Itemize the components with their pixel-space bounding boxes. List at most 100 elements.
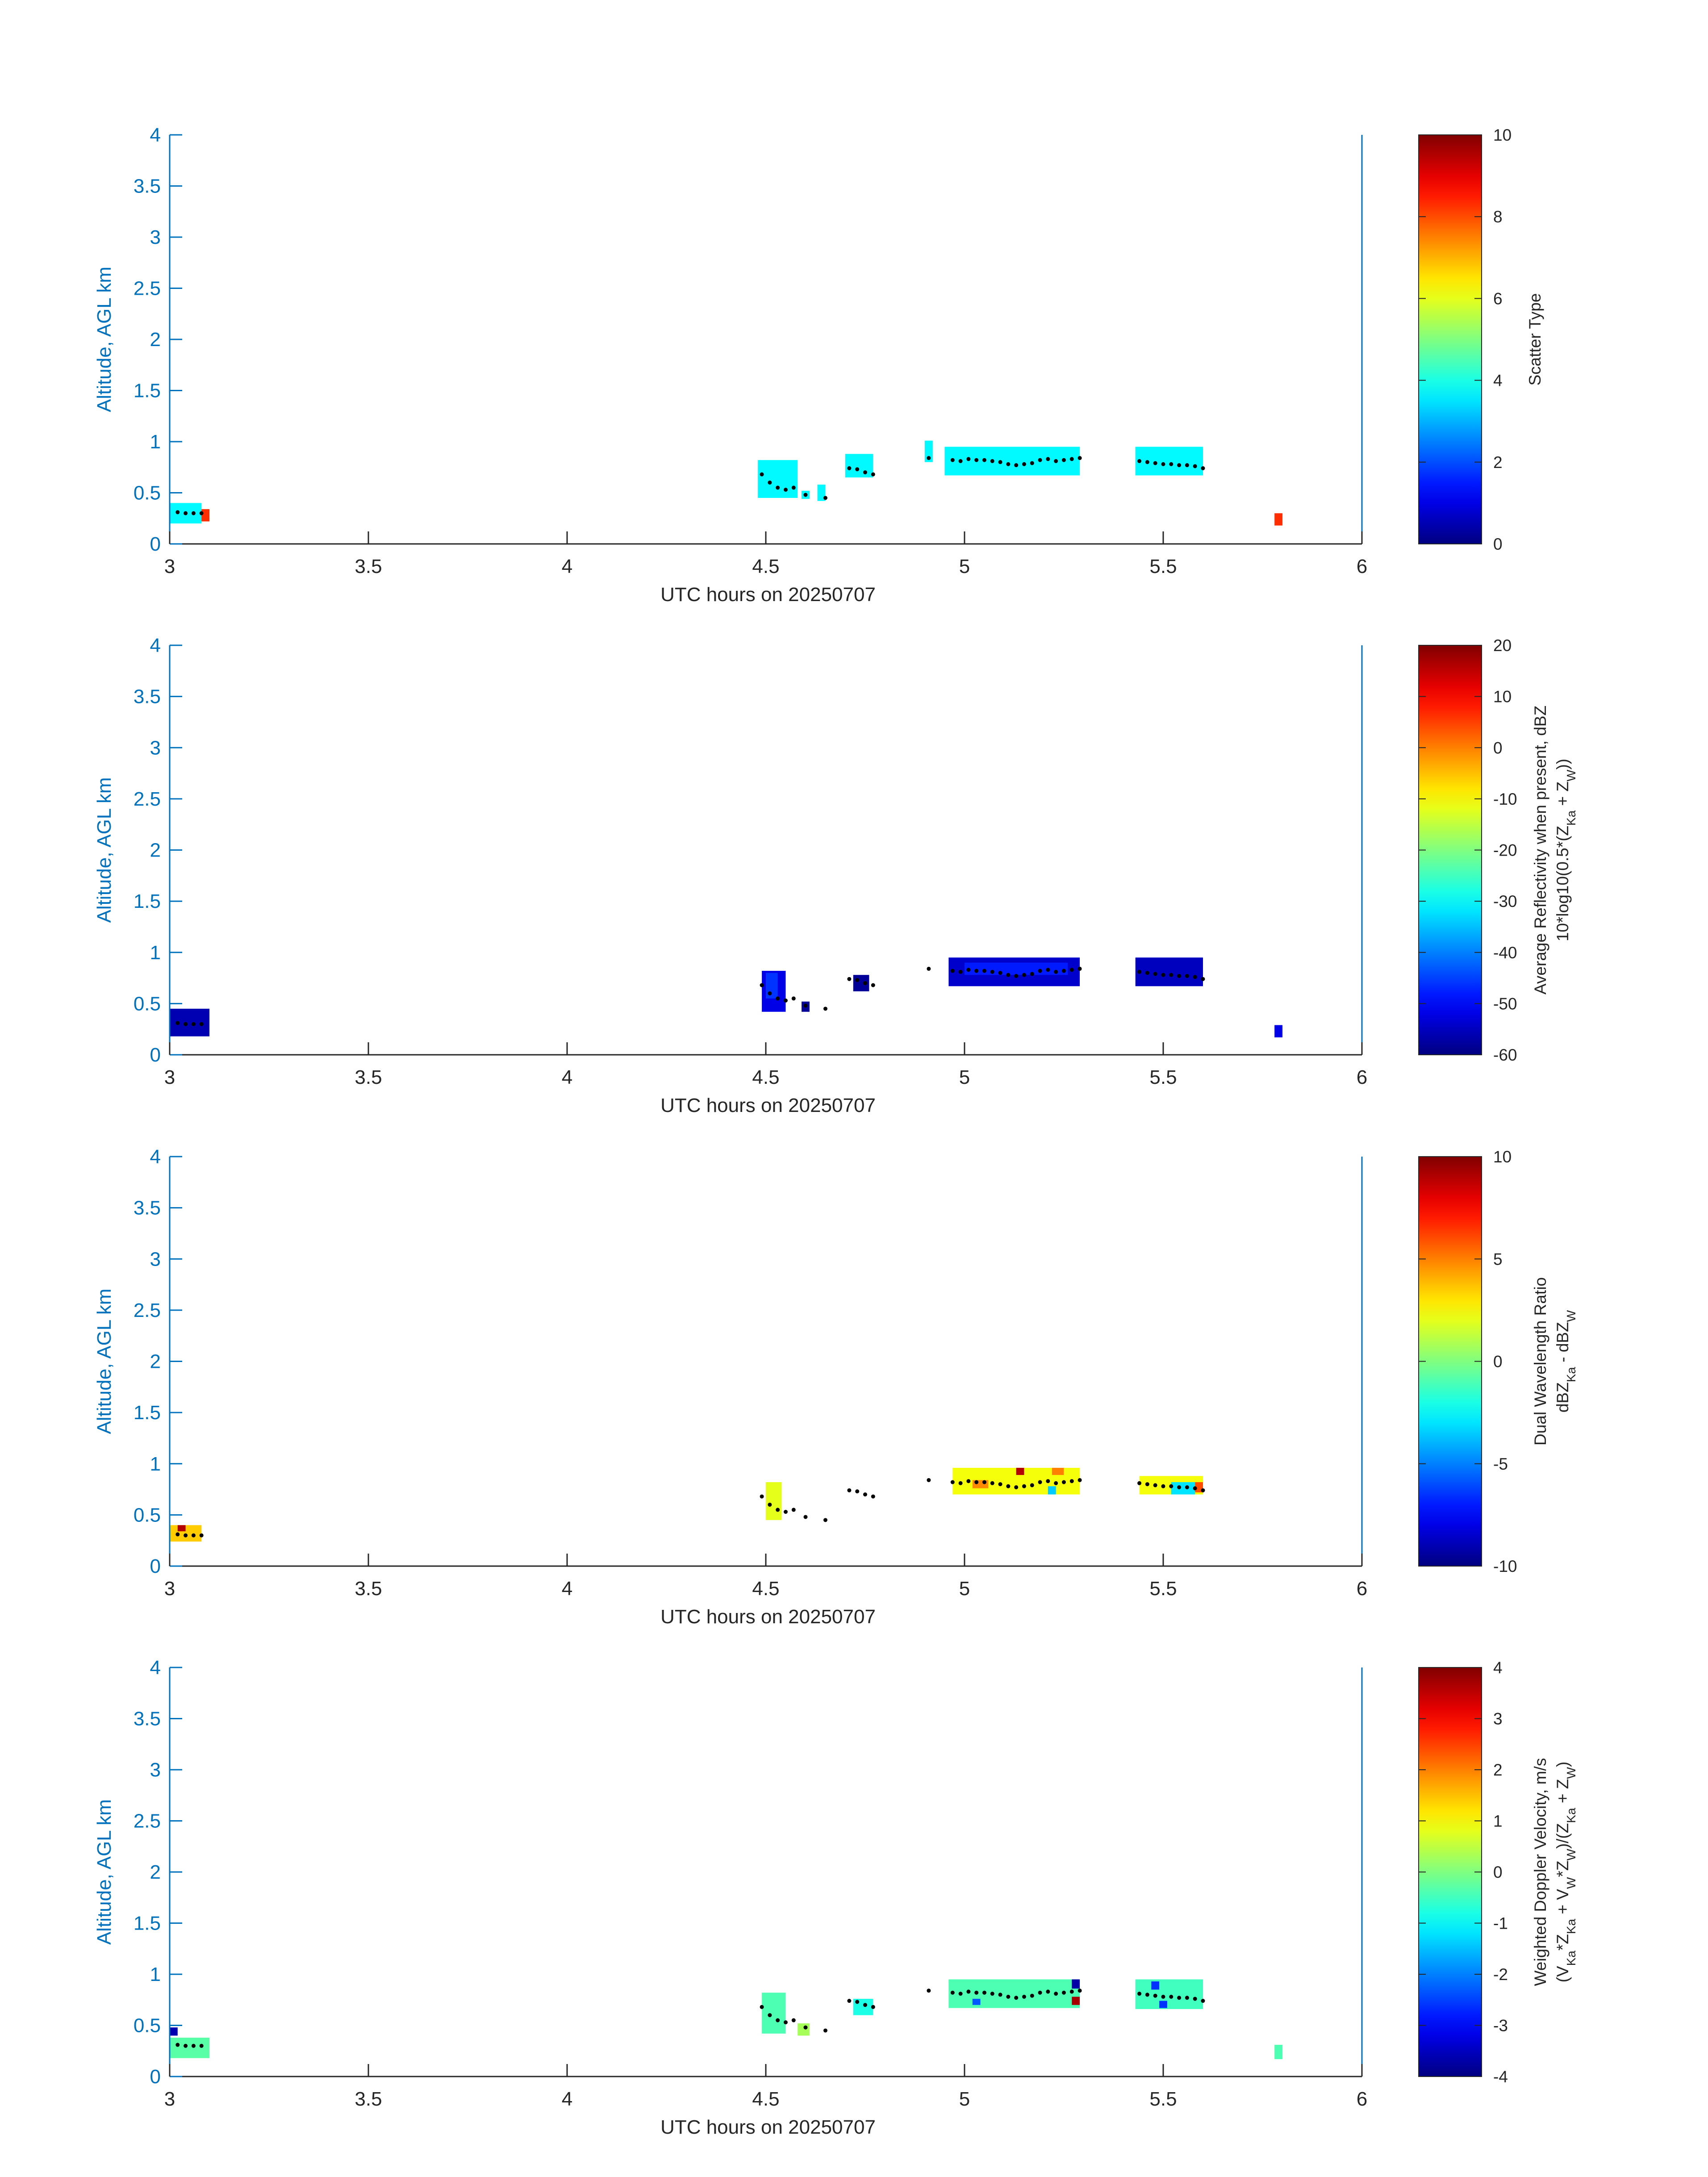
heatmap-cells: [170, 440, 1282, 526]
x-tick-label: 5.5: [1149, 1066, 1177, 1088]
colorbar-tick-label: 10: [1493, 126, 1512, 144]
y-tick-label: 0.5: [134, 1504, 161, 1526]
y-tick-label: 2: [150, 1861, 161, 1883]
colorbar: -4 -3 -2 -1 0 1 2 3 4 Weighted Doppler Velocity, …: [1418, 1659, 1578, 2086]
y-tick-label: 4: [150, 1146, 161, 1168]
heatmap-cell: [944, 447, 1080, 476]
trace-point: [191, 1533, 196, 1538]
colorbar-label: dBZKa - dBZW: [1553, 1310, 1578, 1412]
trace-point: [1069, 968, 1074, 972]
trace-point: [1014, 463, 1019, 468]
x-tick-label: 5.5: [1149, 1578, 1177, 1600]
trace-point: [927, 966, 931, 971]
x-tick-label: 5.5: [1149, 2088, 1177, 2110]
heatmap-cell: [766, 973, 778, 999]
trace-point: [1153, 1993, 1157, 1998]
heatmap-cells: [170, 1979, 1282, 2060]
trace-point: [1169, 973, 1173, 977]
trace-point: [1169, 1484, 1173, 1488]
y-tick-label: 2.5: [134, 278, 161, 300]
trace-point: [803, 1515, 808, 1519]
trace-point: [199, 511, 204, 515]
x-tick-label: 6: [1357, 1066, 1367, 1088]
y-tick-label: 1: [150, 1964, 161, 1985]
x-tick-label: 3.5: [355, 556, 382, 577]
trace-point: [927, 1478, 931, 1482]
trace-point: [1038, 1990, 1042, 1995]
trace-point: [974, 1990, 979, 1995]
colorbar-gradient: [1419, 135, 1482, 544]
trace-point: [966, 968, 971, 972]
trace-point: [1077, 966, 1082, 971]
trace-point: [1169, 1994, 1173, 1999]
trace-point: [823, 1007, 827, 1011]
trace-point: [823, 1518, 827, 1522]
trace-point: [199, 1533, 204, 1538]
trace-point: [1185, 1996, 1189, 2000]
trace-point: [871, 1494, 875, 1499]
trace-point: [847, 1999, 852, 2003]
heatmap-cell: [177, 1525, 186, 1532]
trace-point: [1177, 463, 1182, 468]
heatmap-cell: [1072, 1979, 1080, 1989]
x-tick-label: 4: [562, 2088, 572, 2110]
trace-point: [855, 467, 860, 472]
x-tick-label: 3.5: [355, 1066, 382, 1088]
trace-point: [760, 1494, 764, 1499]
panel-dual-wavelength-ratio: 0 0.5 1 1.5 2 2.5 3 3.5 4 3 3.5 4 4.5 5 5.5 6 UTC hours …: [93, 1146, 1578, 1628]
trace-point: [1145, 460, 1149, 464]
colorbar-label: Dual Wavelength Ratio: [1531, 1277, 1549, 1446]
trace-point: [776, 996, 780, 1001]
y-axis-label: Altitude, AGL km: [93, 1288, 115, 1434]
trace-point: [1193, 1486, 1197, 1491]
trace-point: [950, 969, 955, 973]
heatmap-cell: [1016, 1467, 1024, 1475]
trace-point: [1062, 458, 1066, 462]
y-tick-label: 3.5: [134, 175, 161, 197]
trace-point: [1077, 1478, 1082, 1482]
trace-point: [1030, 972, 1034, 976]
trace-point: [1201, 977, 1205, 981]
heatmap-cell: [972, 1998, 981, 2005]
trace-point: [199, 2043, 204, 2048]
y-tick-label: 0.5: [134, 2015, 161, 2037]
colorbar-tick-label: 6: [1493, 289, 1503, 308]
y-tick-label: 1: [150, 431, 161, 453]
heatmap-cell: [798, 2023, 810, 2036]
x-tick-label: 6: [1357, 1578, 1367, 1600]
heatmap-cell: [1159, 2001, 1167, 2008]
trace-point: [1201, 1488, 1205, 1492]
y-tick-label: 1.5: [134, 1913, 161, 1935]
colorbar-gradient: [1419, 1667, 1482, 2077]
colorbar-tick-label: -10: [1493, 1557, 1517, 1575]
trace-point: [855, 2000, 860, 2004]
trace-point: [1014, 1996, 1019, 2000]
trace-point: [791, 485, 796, 490]
trace-point: [823, 2028, 827, 2033]
trace-point: [1038, 1480, 1042, 1484]
x-tick-label: 3.5: [355, 2088, 382, 2110]
trace-point: [184, 1533, 188, 1538]
colorbar-tick-label: 10: [1493, 688, 1512, 706]
x-tick-label: 5: [959, 556, 970, 577]
colorbar-tick-label: -1: [1493, 1914, 1508, 1933]
colorbar-tick-label: 4: [1493, 372, 1503, 390]
x-axis-label: UTC hours on 20250707: [660, 1095, 876, 1116]
trace-point: [784, 1509, 788, 1514]
trace-point: [1185, 974, 1189, 978]
y-tick-label: 0: [150, 533, 161, 555]
y-tick-label: 2: [150, 840, 161, 861]
heatmap-cell: [1171, 1482, 1195, 1495]
heatmap-cell: [762, 1993, 786, 2034]
trace-point: [1062, 969, 1066, 973]
x-tick-label: 4.5: [752, 1578, 779, 1600]
trace-point: [1185, 1485, 1189, 1489]
heatmap-cell: [170, 1525, 202, 1542]
trace-point: [823, 496, 827, 500]
trace-point: [199, 1022, 204, 1026]
trace-point: [998, 1993, 1002, 1997]
trace-point: [760, 983, 764, 987]
colorbar-tick-label: 2: [1493, 453, 1503, 472]
trace-point: [1006, 973, 1011, 977]
heatmap-cell: [1195, 1482, 1203, 1492]
